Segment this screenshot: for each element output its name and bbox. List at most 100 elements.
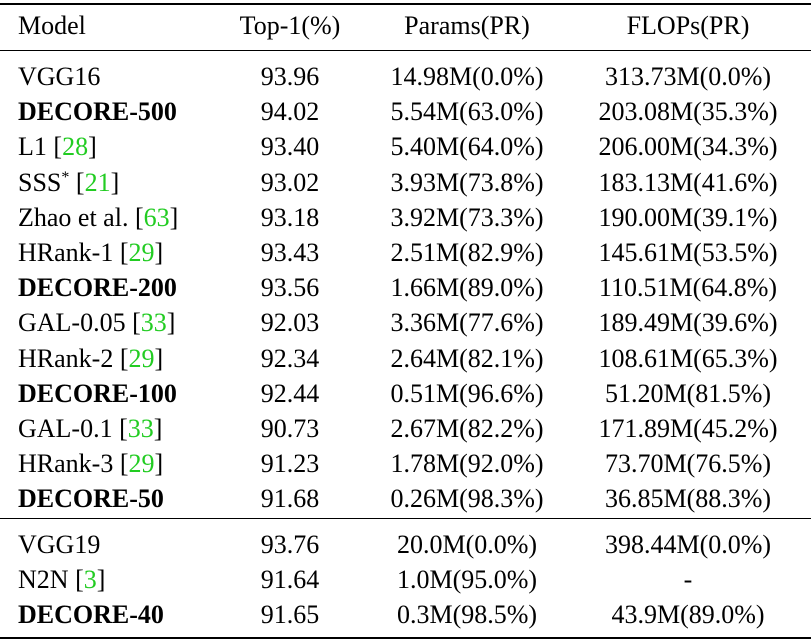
top1-cell: 94.02	[260, 97, 320, 127]
top-rule	[0, 3, 811, 5]
model-name: SSS	[18, 167, 62, 197]
table-row: N2N [3] 91.64 1.0M(95.0%) -	[0, 561, 811, 598]
citation-link[interactable]: 63	[143, 202, 170, 232]
table-row: L1 [28] 93.40 5.40M(64.0%) 206.00M(34.3%)	[0, 128, 811, 165]
flops-cell: 206.00M(34.3%)	[598, 132, 778, 162]
model-name: VGG16	[18, 62, 101, 91]
group-divider-rule	[0, 518, 811, 519]
citation-link[interactable]: 29	[128, 238, 155, 267]
params-cell: 14.98M(0.0%)	[390, 62, 544, 91]
flops-cell: 145.61M(53.5%)	[598, 238, 778, 267]
flops-cell: 313.73M(0.0%)	[604, 62, 772, 91]
model-name: DECORE-500	[18, 97, 177, 127]
citation-link[interactable]: 28	[62, 132, 89, 162]
flops-cell: 171.89M(45.2%)	[598, 414, 778, 443]
params-cell: 0.3M(98.5%)	[396, 600, 538, 630]
flops-cell: -	[683, 565, 693, 595]
model-name: N2N	[18, 565, 69, 595]
citation-link[interactable]: 21	[84, 167, 111, 197]
params-cell: 3.93M(73.8%)	[390, 167, 544, 197]
model-name: DECORE-40	[18, 600, 164, 630]
citation-link[interactable]: 3	[83, 565, 97, 595]
flops-cell: 36.85M(88.3%)	[604, 484, 772, 514]
table-row: HRank-2 [29] 92.34 2.64M(82.1%) 108.61M(65.…	[0, 340, 811, 377]
top1-cell: 90.73	[260, 414, 320, 443]
model-cell: GAL-0.1 [33]	[18, 414, 163, 443]
citation-link[interactable]: 33	[127, 414, 154, 443]
model-name: L1	[18, 132, 47, 162]
flops-cell: 203.08M(35.3%)	[598, 97, 778, 127]
table-row: VGG19 93.76 20.0M(0.0%) 398.44M(0.0%)	[0, 526, 811, 563]
model-name: VGG19	[18, 530, 101, 559]
model-cell: HRank-2 [29]	[18, 343, 164, 373]
top1-cell: 93.56	[260, 273, 320, 303]
params-cell: 3.92M(73.3%)	[390, 202, 544, 232]
model-cell: N2N [3]	[18, 565, 106, 595]
params-cell: 0.26M(98.3%)	[390, 484, 544, 514]
params-cell: 0.51M(96.6%)	[390, 378, 544, 408]
flops-cell: 43.9M(89.0%)	[611, 600, 765, 630]
top1-cell: 93.40	[260, 132, 320, 162]
model-name: HRank-1	[18, 238, 114, 267]
params-cell: 5.40M(64.0%)	[390, 132, 544, 162]
params-cell: 3.36M(77.6%)	[390, 308, 544, 338]
model-cell: Zhao et al. [63]	[18, 202, 179, 232]
model-superscript: *	[61, 168, 70, 186]
citation-link[interactable]: 29	[128, 343, 155, 373]
model-cell: HRank-1 [29]	[18, 238, 164, 267]
model-cell: VGG19	[18, 526, 100, 563]
model-name: HRank-2	[18, 343, 114, 373]
flops-cell: 189.49M(39.6%)	[598, 308, 778, 338]
top1-cell: 92.34	[260, 343, 320, 373]
header-params: Params(PR)	[404, 11, 530, 40]
citation-link[interactable]: 29	[128, 449, 155, 479]
header-rule	[0, 50, 811, 51]
model-name: DECORE-100	[18, 378, 177, 408]
table-row: DECORE-500 94.02 5.54M(63.0%) 203.08M(35.3%…	[0, 93, 811, 130]
table-row: DECORE-200 93.56 1.66M(89.0%) 110.51M(64.8%…	[0, 269, 811, 306]
header-top1: Top-1(%)	[239, 11, 341, 40]
model-cell: L1 [28]	[18, 132, 97, 162]
top1-cell: 93.02	[260, 167, 320, 197]
params-cell: 2.64M(82.1%)	[390, 343, 544, 373]
table-row: SSS* [21] 93.02 3.93M(73.8%) 183.13M(41.6%)	[0, 164, 811, 201]
table-row: HRank-1 [29] 93.43 2.51M(82.9%) 145.61M(53.…	[0, 234, 811, 271]
model-cell: DECORE-200	[18, 269, 177, 306]
flops-cell: 398.44M(0.0%)	[604, 530, 772, 559]
table-row: Zhao et al. [63] 93.18 3.92M(73.3%) 190.00M…	[0, 199, 811, 236]
model-name: HRank-3	[18, 449, 114, 479]
model-cell: DECORE-50	[18, 480, 164, 517]
model-name: DECORE-200	[18, 273, 177, 303]
flops-cell: 108.61M(65.3%)	[598, 343, 778, 373]
params-cell: 1.66M(89.0%)	[390, 273, 544, 303]
model-cell: HRank-3 [29]	[18, 449, 164, 479]
top1-cell: 91.64	[260, 565, 320, 595]
citation-link[interactable]: 33	[140, 308, 167, 338]
model-name: GAL-0.05	[18, 308, 126, 338]
params-cell: 2.67M(82.2%)	[390, 414, 544, 443]
top1-cell: 91.23	[260, 449, 320, 479]
top1-cell: 93.43	[260, 238, 320, 267]
top1-cell: 93.76	[260, 530, 320, 559]
flops-cell: 110.51M(64.8%)	[598, 273, 778, 303]
table-row: GAL-0.1 [33] 90.73 2.67M(82.2%) 171.89M(45.…	[0, 410, 811, 447]
model-cell: DECORE-40	[18, 596, 164, 633]
table-row: DECORE-100 92.44 0.51M(96.6%) 51.20M(81.5%)	[0, 375, 811, 412]
table-row: HRank-3 [29] 91.23 1.78M(92.0%) 73.70M(76.5…	[0, 445, 811, 482]
top1-cell: 93.96	[260, 62, 320, 91]
header-flops: FLOPs(PR)	[626, 11, 750, 40]
model-cell: DECORE-100	[18, 375, 177, 412]
model-cell: GAL-0.05 [33]	[18, 308, 176, 338]
params-cell: 20.0M(0.0%)	[396, 530, 538, 559]
params-cell: 1.0M(95.0%)	[396, 565, 538, 595]
params-cell: 2.51M(82.9%)	[390, 238, 544, 267]
flops-cell: 73.70M(76.5%)	[604, 449, 772, 479]
bottom-rule	[0, 637, 811, 639]
params-cell: 1.78M(92.0%)	[390, 449, 544, 479]
model-cell: VGG16	[18, 58, 100, 95]
table-row: VGG16 93.96 14.98M(0.0%) 313.73M(0.0%)	[0, 58, 811, 95]
table-row: DECORE-50 91.68 0.26M(98.3%) 36.85M(88.3%)	[0, 480, 811, 517]
flops-cell: 190.00M(39.1%)	[598, 202, 778, 232]
header-row: Model Top-1(%) Params(PR) FLOPs(PR)	[0, 7, 811, 44]
